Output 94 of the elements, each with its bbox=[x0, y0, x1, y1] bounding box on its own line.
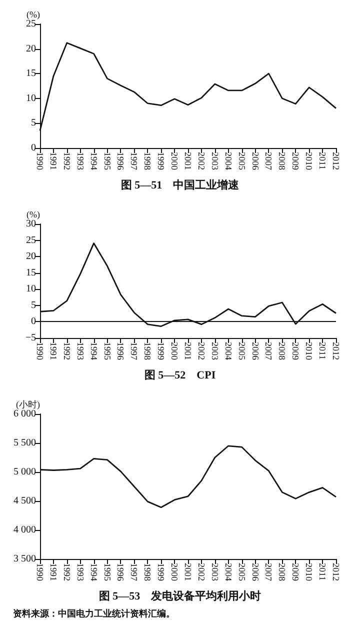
x-tick-label: 2002 bbox=[196, 563, 206, 581]
x-tick-label: 2001 bbox=[183, 152, 193, 170]
x-tick-label: 2004 bbox=[223, 152, 234, 170]
y-tick-label: 0 bbox=[31, 316, 36, 328]
x-tick-label: 2001 bbox=[183, 563, 193, 581]
x-tick-label: 1997 bbox=[129, 563, 140, 582]
text: 图 5—52 CPI bbox=[144, 370, 216, 382]
x-tick-label: 1992 bbox=[62, 563, 72, 581]
x-tick-label: 1990 bbox=[35, 152, 45, 170]
x-tick-label: 2000 bbox=[170, 563, 180, 582]
x-tick-label: 2010 bbox=[304, 563, 314, 582]
x-tick-label: 2000 bbox=[170, 152, 180, 170]
x-tick-label: 2009 bbox=[290, 152, 301, 170]
x-tick-label: 2009 bbox=[290, 342, 301, 360]
x-tick-label: 2007 bbox=[264, 152, 274, 170]
x-tick-label: 1993 bbox=[75, 342, 86, 360]
x-tick-label: 1998 bbox=[142, 563, 153, 582]
x-tick-label: 1995 bbox=[102, 152, 112, 170]
x-tick-label: 2012 bbox=[331, 152, 341, 170]
x-tick-label: 2005 bbox=[236, 342, 247, 360]
x-tick-label: 2011 bbox=[318, 342, 328, 360]
x-tick-label: 1997 bbox=[129, 342, 140, 360]
x-tick-label: 2009 bbox=[290, 563, 301, 582]
y-tick-label: 3 500 bbox=[14, 554, 36, 564]
text: 图 5—51 中国工业增速 bbox=[120, 178, 240, 192]
text: 资料来源：中国电力工业统计资料汇编。 bbox=[13, 608, 175, 618]
x-tick-label: 2005 bbox=[236, 152, 247, 170]
x-tick-label: 1994 bbox=[88, 152, 99, 170]
y-axis-title: (%) bbox=[26, 210, 40, 220]
x-tick-label: 1999 bbox=[156, 342, 166, 360]
x-tick-label: 1990 bbox=[35, 342, 45, 360]
x-tick-label: 1992 bbox=[62, 152, 72, 170]
y-tick-label: 4 500 bbox=[14, 496, 36, 506]
x-tick-label: 2011 bbox=[318, 152, 328, 170]
y-tick-label: 5 500 bbox=[14, 438, 36, 448]
x-tick-label: 2002 bbox=[196, 342, 206, 360]
x-tick-label: 1995 bbox=[102, 563, 112, 582]
x-tick-label: 2003 bbox=[210, 563, 220, 582]
y-tick-label: 20 bbox=[26, 43, 36, 54]
x-tick-label: 1991 bbox=[48, 563, 58, 581]
y-tick-label: 10 bbox=[26, 284, 36, 295]
y-tick-label: 15 bbox=[26, 68, 36, 80]
x-tick-label: 2003 bbox=[210, 152, 220, 170]
x-tick-label: 2012 bbox=[331, 563, 341, 581]
x-tick-label: 1992 bbox=[62, 342, 72, 360]
x-tick-label: 1996 bbox=[116, 563, 126, 582]
x-tick-label: 2000 bbox=[170, 342, 180, 360]
y-axis-title: (%) bbox=[26, 10, 40, 20]
y-tick-label: 4 000 bbox=[14, 524, 36, 536]
x-tick-label: 2010 bbox=[304, 152, 314, 170]
x-tick-label: 2011 bbox=[318, 563, 328, 581]
x-tick-label: 2001 bbox=[183, 342, 193, 360]
x-tick-label: 2006 bbox=[250, 342, 260, 360]
y-tick-label: 5 000 bbox=[14, 466, 36, 478]
x-tick-label: 1993 bbox=[75, 563, 86, 582]
x-tick-label: 2008 bbox=[277, 342, 288, 360]
y-tick-label: 30 bbox=[26, 218, 36, 230]
x-tick-label: 2008 bbox=[277, 152, 288, 170]
x-tick-label: 2006 bbox=[250, 152, 260, 170]
x-tick-label: 1993 bbox=[75, 152, 86, 170]
x-tick-label: 2007 bbox=[264, 342, 274, 360]
x-tick-label: 1997 bbox=[129, 152, 140, 170]
x-tick-label: 1991 bbox=[48, 342, 58, 360]
x-tick-label: 1990 bbox=[35, 563, 45, 582]
x-tick-label: 2006 bbox=[250, 563, 260, 582]
x-tick-label: 1996 bbox=[116, 342, 126, 360]
x-tick-label: 1994 bbox=[88, 563, 99, 582]
x-tick-label: 2007 bbox=[264, 563, 274, 582]
x-tick-label: 2008 bbox=[277, 563, 288, 582]
y-axis-title: (小时) bbox=[16, 400, 40, 410]
x-tick-label: 1994 bbox=[88, 342, 99, 360]
x-tick-label: 1996 bbox=[116, 152, 126, 170]
x-tick-label: 2012 bbox=[331, 342, 341, 360]
y-tick-label: 10 bbox=[26, 92, 36, 104]
y-tick-label: 20 bbox=[26, 251, 36, 262]
x-tick-label: 1995 bbox=[102, 342, 112, 360]
x-tick-label: 2003 bbox=[210, 342, 220, 360]
y-tick-label: 15 bbox=[26, 267, 36, 278]
y-tick-label: 6 000 bbox=[14, 408, 36, 420]
x-tick-label: 1999 bbox=[156, 152, 166, 170]
x-tick-label: 2005 bbox=[236, 563, 247, 582]
x-tick-label: 1999 bbox=[156, 563, 166, 582]
x-tick-label: 1998 bbox=[142, 152, 153, 170]
y-tick-label: −5 bbox=[25, 332, 36, 344]
text: 图 5—53 发电设备平均利用小时 bbox=[98, 590, 262, 602]
x-tick-label: 1991 bbox=[48, 152, 58, 170]
x-tick-label: 1998 bbox=[142, 342, 153, 360]
x-tick-label: 2002 bbox=[196, 152, 206, 170]
x-tick-label: 2004 bbox=[223, 563, 234, 582]
x-tick-label: 2010 bbox=[304, 342, 314, 360]
x-tick-label: 2004 bbox=[223, 342, 234, 360]
y-tick-label: 25 bbox=[26, 234, 36, 246]
y-tick-label: 25 bbox=[26, 18, 36, 30]
y-tick-label: 0 bbox=[31, 142, 36, 154]
